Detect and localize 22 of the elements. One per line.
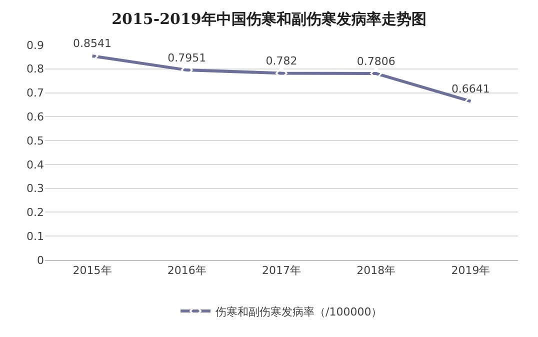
data-label: 0.7951	[168, 51, 206, 64]
legend-label: 伤寒和副伤寒发病率（/100000）	[216, 305, 382, 318]
x-tick-label: 2017年	[262, 264, 301, 278]
data-label: 0.6641	[451, 82, 490, 96]
data-label: 0.782	[266, 54, 298, 68]
data-label: 0.8541	[73, 37, 112, 50]
y-tick-label: 0.1	[26, 230, 44, 243]
y-tick-label: 0.9	[26, 38, 44, 52]
chart-title: 2015-2019年中国伤寒和副伤寒发病率走势图	[112, 10, 426, 28]
x-tick-label: 2019年	[451, 264, 490, 278]
y-tick-label: 0.7	[26, 86, 44, 100]
x-tick-label: 2018年	[356, 264, 396, 278]
y-tick-label: 0.8	[26, 62, 44, 76]
y-tick-label: 0.3	[26, 182, 44, 196]
y-tick-label: 0.2	[26, 206, 44, 220]
y-tick-label: 0	[37, 254, 44, 267]
y-tick-label: 0.6	[26, 110, 44, 124]
x-tick-label: 2015年	[72, 264, 112, 278]
y-tick-label: 0.4	[26, 158, 44, 172]
data-label: 0.7806	[356, 54, 396, 68]
y-tick-label: 0.5	[26, 134, 44, 148]
x-tick-label: 2016年	[167, 264, 206, 278]
